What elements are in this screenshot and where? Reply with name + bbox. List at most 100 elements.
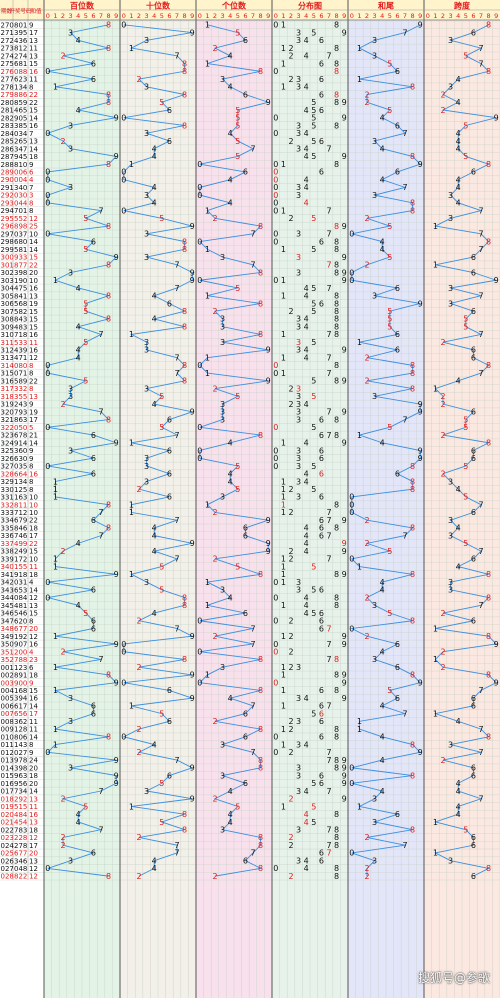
digit-mark: 6 <box>471 307 476 316</box>
digit-tick: 5 <box>236 12 240 20</box>
issue-label: 022 <box>1 826 14 834</box>
trend-line-0 <box>46 24 118 877</box>
digit-mark: 8 <box>182 593 187 602</box>
issue-label: 338 <box>1 548 14 556</box>
digit-mark: 8 <box>182 121 187 130</box>
panel-title-3: 分布图 <box>298 1 322 11</box>
distribution-mark: 8 <box>334 524 339 533</box>
digit-tick: 6 <box>91 12 95 20</box>
digit-mark: 0 <box>197 678 202 687</box>
number-label: 681 <box>14 60 27 68</box>
digit-mark: 3 <box>68 446 73 455</box>
digit-mark: 8 <box>410 671 415 680</box>
sum-label: 11 <box>29 718 38 726</box>
distribution-mark: 1 <box>281 276 286 285</box>
sum-label: 18 <box>29 826 38 834</box>
number-label: 044 <box>14 199 28 207</box>
digit-mark: 8 <box>410 617 415 626</box>
digit-mark: 4 <box>228 52 233 61</box>
digit-mark: 7 <box>174 756 179 765</box>
distribution-mark: 0 <box>273 21 278 30</box>
digit-tick: 8 <box>411 12 415 20</box>
digit-mark: 0 <box>45 423 50 432</box>
digit-mark: 9 <box>114 439 119 448</box>
digit-mark: 0 <box>349 624 354 633</box>
distribution-mark: 2 <box>288 508 293 517</box>
digit-mark: 2 <box>440 648 445 657</box>
number-label: 582 <box>14 308 27 316</box>
distribution-mark: 9 <box>342 268 347 277</box>
digit-mark: 7 <box>250 144 255 153</box>
sum-label: 19 <box>29 408 38 416</box>
digit-mark: 6 <box>395 810 400 819</box>
distribution-mark: 7 <box>326 841 331 850</box>
distribution-mark: 7 <box>326 756 331 765</box>
digit-mark: 0 <box>45 864 50 873</box>
sum-label: 23 <box>29 656 38 664</box>
number-label: 346 <box>14 857 28 865</box>
digit-mark: 6 <box>471 555 476 564</box>
digit-tick: 7 <box>479 12 483 20</box>
distribution-mark: 7 <box>326 144 331 153</box>
digit-tick: 0 <box>198 12 202 20</box>
digit-mark: 6 <box>471 353 476 362</box>
distribution-mark: 3 <box>296 694 301 703</box>
digit-tick: 2 <box>365 12 369 20</box>
digit-mark: 1 <box>357 44 362 53</box>
distribution-mark: 0 <box>273 462 278 471</box>
digit-mark: 9 <box>114 779 119 788</box>
digit-mark: 4 <box>76 322 81 331</box>
distribution-mark: 1 <box>281 570 286 579</box>
digit-mark: 6 <box>471 841 476 850</box>
distribution-mark: 8 <box>334 322 339 331</box>
digit-mark: 5 <box>235 392 240 401</box>
digit-mark: 0 <box>45 361 50 370</box>
digit-mark: 2 <box>136 748 141 757</box>
issue-label: 283 <box>1 122 14 130</box>
number-label: 163 <box>14 494 27 502</box>
number-label: 581 <box>14 246 27 254</box>
digit-mark: 8 <box>410 485 415 494</box>
issue-label: 318 <box>1 393 14 401</box>
distribution-mark: 7 <box>326 531 331 540</box>
digit-mark: 4 <box>76 106 81 115</box>
issue-label: 304 <box>1 285 15 293</box>
digit-mark: 8 <box>106 500 111 509</box>
number-label: 810 <box>14 161 27 169</box>
number-label: 630 <box>14 455 27 463</box>
digit-mark: 1 <box>129 44 134 53</box>
issue-label: 345 <box>1 602 14 610</box>
digit-mark: 4 <box>152 547 157 556</box>
number-label: 125 <box>14 486 27 494</box>
distribution-mark: 0 <box>273 748 278 757</box>
digit-mark: 0 <box>197 648 202 657</box>
digit-mark: 8 <box>486 593 491 602</box>
issue-label: 020 <box>1 811 14 819</box>
digit-mark: 0 <box>45 230 50 239</box>
digit-mark: 4 <box>228 818 233 827</box>
distribution-mark: 8 <box>334 121 339 130</box>
sum-label: 8 <box>29 83 33 91</box>
distribution-mark: 7 <box>326 825 331 834</box>
digit-mark: 6 <box>243 856 248 865</box>
sum-label: 22 <box>29 91 38 99</box>
sum-label: 12 <box>29 633 38 641</box>
sum-label: 13 <box>29 138 38 146</box>
digit-mark: 2 <box>60 795 65 804</box>
distribution-mark: 7 <box>326 849 331 858</box>
digit-mark: 0 <box>349 508 354 517</box>
distribution-mark: 1 <box>281 702 286 711</box>
issue-label: 001 <box>1 664 14 672</box>
distribution-mark: 0 <box>273 454 278 463</box>
digit-tick: 8 <box>259 12 263 20</box>
distribution-mark: 9 <box>342 439 347 448</box>
digit-mark: 4 <box>456 199 461 208</box>
sum-label: 17 <box>29 710 38 718</box>
digit-tick: 5 <box>160 12 164 20</box>
number-label: 656 <box>14 710 28 718</box>
number-label: 190 <box>14 277 27 285</box>
digit-mark: 5 <box>235 562 240 571</box>
issue-label: 307 <box>1 308 14 316</box>
distribution-mark: 9 <box>342 98 347 107</box>
digit-mark: 3 <box>220 825 225 834</box>
